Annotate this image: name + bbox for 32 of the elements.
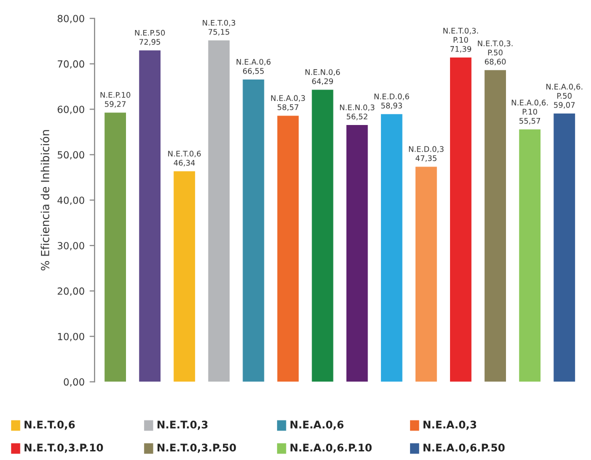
text: N.E.T.0,3 [158,420,208,430]
text: N.E.T.0,3.P.10 [24,444,103,453]
y-tick-label: 20,00 [58,287,84,296]
bar [104,112,126,382]
text: N.E.A.0,6.P.10 [290,444,372,453]
text: N.E.A.0,6 [290,420,344,430]
bar [484,70,506,382]
y-tick-label: 60,00 [58,106,84,114]
text: N.E.T.0,6 [24,420,75,430]
bar [242,79,264,382]
bar [208,40,230,382]
bar [312,90,334,382]
y-tick-label: 50,00 [58,151,84,160]
y-tick-label: 40,00 [57,196,84,205]
text: N.E.A.0,3 [424,420,476,430]
y-axis-title: % Eficiencia de Inhibición [40,130,50,270]
bar [139,50,161,382]
y-tick-label: 10,00 [58,332,84,342]
y-tick-label: 80,00 [58,14,84,24]
bar [554,113,576,382]
bar [277,116,299,382]
bar [174,171,196,382]
bar [450,58,472,382]
text: N.E.A.0,6.P.50 [424,444,505,453]
bar [346,125,368,382]
y-tick-label: 0,00 [64,378,84,387]
text: N.E.T.0,3.P.50 [158,444,236,453]
bar [519,129,541,382]
y-tick-label: 30,00 [58,242,84,250]
y-tick-label: 70,00 [58,60,84,69]
bar [380,114,402,382]
bar [415,166,437,382]
